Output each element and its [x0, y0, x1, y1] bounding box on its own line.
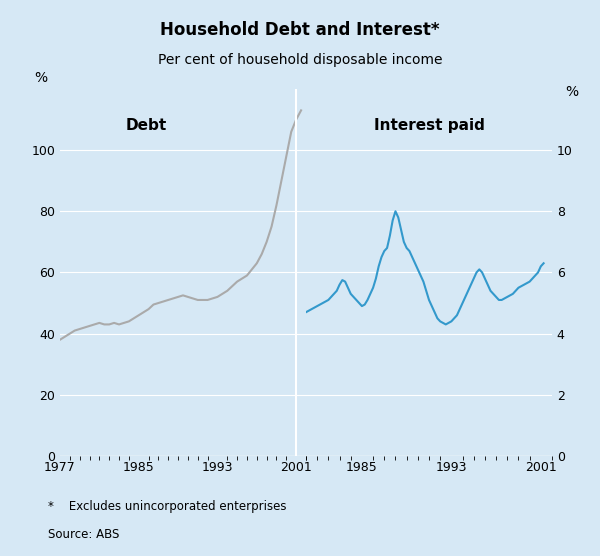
Text: Source: ABS: Source: ABS — [48, 528, 119, 541]
Text: *    Excludes unincorporated enterprises: * Excludes unincorporated enterprises — [48, 500, 287, 513]
Text: Debt: Debt — [125, 118, 167, 133]
Text: Household Debt and Interest*: Household Debt and Interest* — [160, 21, 440, 39]
Text: Per cent of household disposable income: Per cent of household disposable income — [158, 53, 442, 67]
Y-axis label: %: % — [34, 71, 47, 85]
Y-axis label: %: % — [565, 85, 578, 100]
Text: Interest paid: Interest paid — [374, 118, 484, 133]
